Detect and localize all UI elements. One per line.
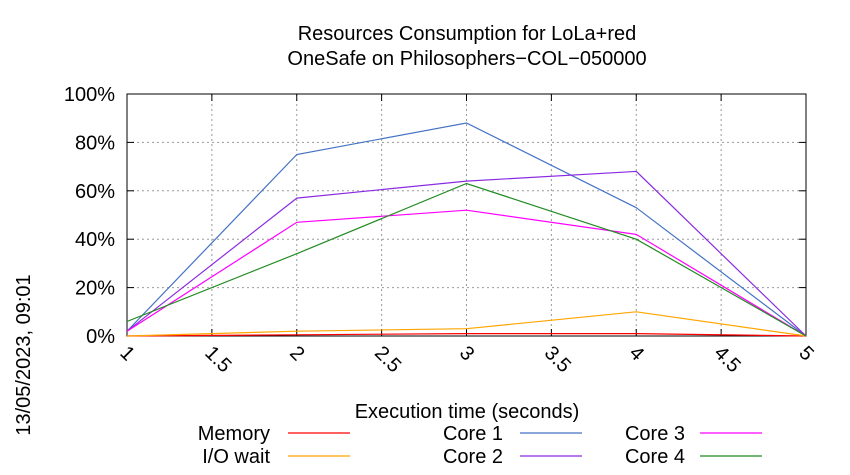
legend-label-core-4: Core 4 — [625, 446, 685, 468]
chart-title-line-2: OneSafe on Philosophers−COL−050000 — [287, 48, 646, 70]
x-axis-label: Execution time (seconds) — [355, 401, 580, 423]
x-tick-label: 2.5 — [370, 342, 405, 377]
legend-label-core-3: Core 3 — [625, 423, 685, 445]
legend-label-core-2: Core 2 — [443, 446, 503, 468]
y-tick-label: 40% — [75, 229, 115, 251]
x-tick-label: 1 — [115, 342, 138, 365]
x-tick-label: 3 — [455, 342, 478, 365]
x-tick-label: 4 — [625, 342, 648, 365]
grid — [126, 93, 807, 337]
x-tick-label: 3.5 — [540, 342, 575, 377]
series-layer — [126, 122, 807, 337]
series-line-core-2 — [126, 170, 807, 337]
series-line-core-3 — [126, 209, 807, 337]
y-tick-label: 100% — [64, 84, 115, 106]
y-tick-label: 60% — [75, 181, 115, 203]
x-tick-label: 1.5 — [200, 342, 235, 377]
x-tick-label: 5 — [794, 342, 817, 365]
series-line-core-1 — [126, 122, 807, 337]
series-line-i-o-wait — [126, 311, 807, 337]
series-line-memory — [126, 333, 807, 337]
timestamp-label: 13/05/2023, 09:01 — [13, 274, 35, 435]
legend-label-memory: Memory — [198, 423, 270, 445]
chart-title-line-1: Resources Consumption for LoLa+red — [298, 23, 637, 45]
x-tick-label: 2 — [285, 342, 308, 365]
y-tick-label: 80% — [75, 132, 115, 154]
y-tick-label: 20% — [75, 278, 115, 300]
legend-label-core-1: Core 1 — [443, 423, 503, 445]
plot-border — [126, 93, 807, 337]
series-line-core-4 — [126, 182, 807, 337]
y-tick-label: 0% — [86, 326, 115, 348]
legend-label-i-o-wait: I/O wait — [202, 446, 270, 468]
x-tick-label: 4.5 — [710, 342, 745, 377]
